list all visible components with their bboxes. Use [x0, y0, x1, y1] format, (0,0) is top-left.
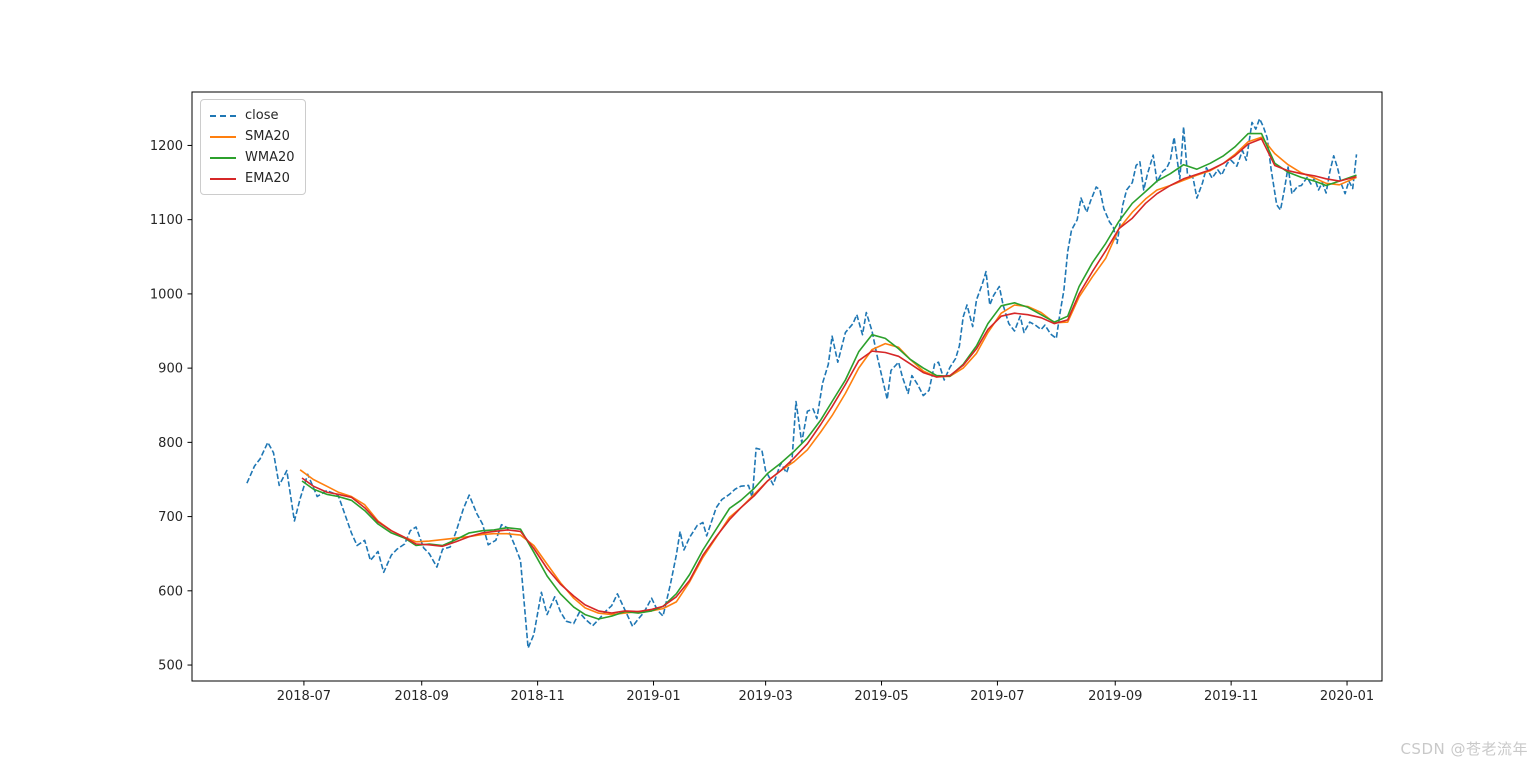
- legend-item-close: close: [210, 105, 295, 126]
- x-tick-label: 2019-03: [738, 689, 792, 704]
- axes-spines: [191, 91, 1383, 682]
- x-tick-label: 2019-11: [1204, 689, 1258, 704]
- legend-item-ema20: EMA20: [210, 168, 295, 189]
- y-tick-label: 800: [158, 436, 183, 451]
- x-tick-label: 2018-09: [395, 689, 449, 704]
- legend-label: WMA20: [245, 150, 295, 165]
- legend-swatch-close: [210, 114, 236, 117]
- watermark-text: CSDN @苍老流年: [1400, 740, 1528, 758]
- legend-item-wma20: WMA20: [210, 147, 295, 168]
- legend-item-sma20: SMA20: [210, 126, 295, 147]
- x-tick-label: 2018-07: [277, 689, 331, 704]
- series-line-sma20: [299, 136, 1357, 616]
- legend-swatch-wma20: [210, 156, 236, 159]
- series-line-wma20: [301, 132, 1357, 620]
- x-tick-label: 2018-11: [510, 689, 564, 704]
- legend-list: close SMA20 WMA20 EMA20: [210, 105, 295, 189]
- y-tick-label: 1000: [150, 287, 183, 302]
- legend-label: close: [245, 108, 279, 123]
- x-tick-label: 2019-05: [854, 689, 908, 704]
- y-tick-label: 500: [158, 659, 183, 674]
- legend-swatch-ema20: [210, 177, 236, 180]
- x-tick-label: 2019-07: [970, 689, 1024, 704]
- x-tick-label: 2019-09: [1088, 689, 1142, 704]
- legend-swatch-sma20: [210, 135, 236, 138]
- y-tick-label: 1200: [150, 139, 183, 154]
- legend-box: close SMA20 WMA20 EMA20: [200, 99, 306, 195]
- legend-label: SMA20: [245, 129, 290, 144]
- series-line-ema20: [301, 138, 1357, 614]
- y-tick-label: 1100: [150, 213, 183, 228]
- y-tick-label: 900: [158, 362, 183, 377]
- y-tick-label: 600: [158, 584, 183, 599]
- x-tick-label: 2019-01: [626, 689, 680, 704]
- y-tick-label: 700: [158, 510, 183, 525]
- legend-label: EMA20: [245, 171, 290, 186]
- series-line-close: [246, 117, 1358, 649]
- x-tick-label: 2020-01: [1320, 689, 1374, 704]
